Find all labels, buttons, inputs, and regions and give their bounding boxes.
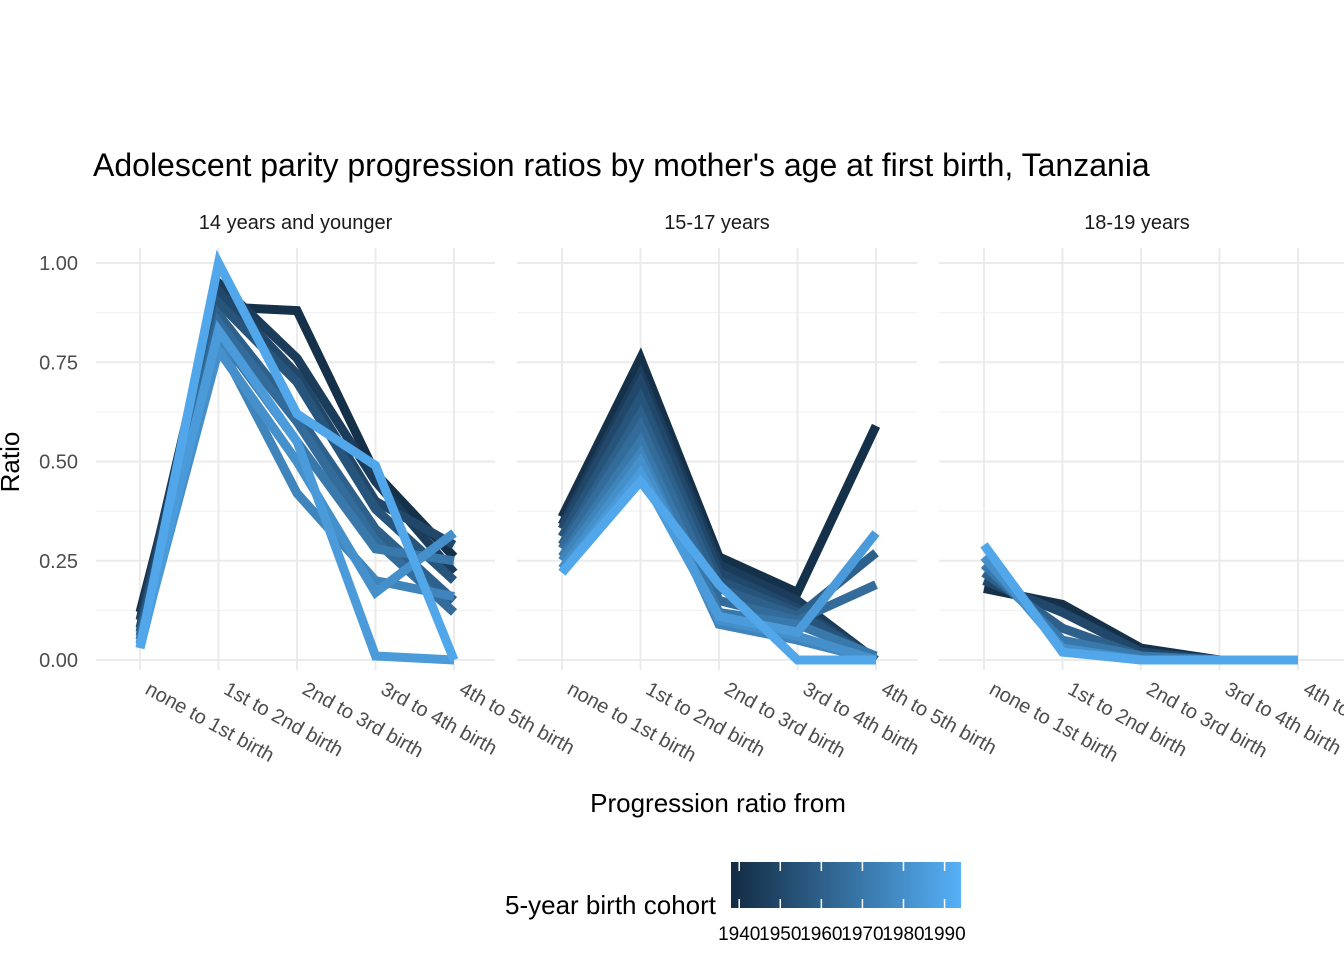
legend-tick-label: 1940 xyxy=(718,924,760,945)
series-line-1965 xyxy=(558,416,878,626)
legend-tick-label: 1990 xyxy=(923,924,965,945)
panel-strip-label: 15-17 years xyxy=(664,212,770,234)
legend-tick-label: 1970 xyxy=(841,924,883,945)
series-line-1990 xyxy=(558,474,876,665)
x-tick-label: none to 1st birth xyxy=(142,678,278,767)
legend-title: 5-year birth cohort xyxy=(505,890,717,920)
y-tick-label: 1.00 xyxy=(39,253,78,275)
legend-colorbar xyxy=(731,862,961,908)
series-line-1985 xyxy=(135,319,455,665)
y-axis: 0.00 0.25 0.50 0.75 1.00 xyxy=(39,253,78,672)
series-line-1990 xyxy=(980,542,1298,665)
y-tick-label: 0.75 xyxy=(39,352,78,374)
y-tick-label: 0.00 xyxy=(39,650,78,672)
legend-tick-label: 1960 xyxy=(800,924,842,945)
x-tick-label: none to 1st birth xyxy=(986,678,1122,767)
x-axis-title: Progression ratio from xyxy=(590,788,846,818)
panel-strip-label: 14 years and younger xyxy=(199,212,393,234)
y-axis-title: Ratio xyxy=(0,432,25,493)
x-tick-label: none to 1st birth xyxy=(564,678,700,767)
series-line-1990 xyxy=(135,249,459,662)
chart-title: Adolescent parity progression ratios by … xyxy=(93,147,1150,183)
legend-tick-label: 1980 xyxy=(882,924,924,945)
y-tick-label: 0.25 xyxy=(39,551,78,573)
legend-tick-label: 1950 xyxy=(759,924,801,945)
legend: 5-year birth cohort 19401950196019701980… xyxy=(505,862,966,945)
panel-strip-label: 18-19 years xyxy=(1084,212,1190,234)
y-tick-label: 0.50 xyxy=(39,452,78,474)
